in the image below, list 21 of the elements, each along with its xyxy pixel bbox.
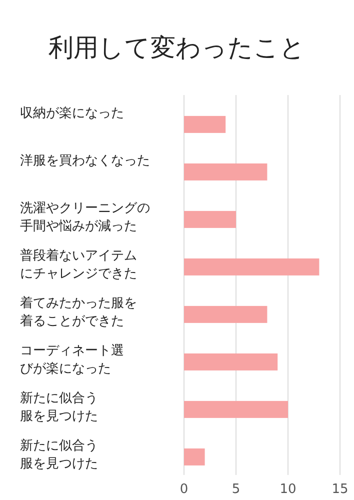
y-tick-label: 新たに似合う服を見つけた <box>20 391 98 424</box>
y-tick-label: 着てみたかった服を着ることができた <box>20 295 137 329</box>
y-tick-label: コーディネート選びが楽になった <box>20 344 124 376</box>
bar <box>184 400 288 418</box>
y-tick-label: 洋服を買わなくなった <box>20 154 150 168</box>
y-tick-label: 普段着ないアイテムにチャレンジできた <box>20 248 137 282</box>
x-tick-label: 15 <box>332 482 348 497</box>
bar <box>184 306 268 323</box>
x-tick-label: 10 <box>280 482 296 497</box>
x-tick-label: 0 <box>180 482 188 497</box>
bar <box>184 353 278 370</box>
chart-title: 利用して変わったこと <box>48 33 306 62</box>
bar <box>184 116 226 133</box>
y-tick-label: 洗濯やクリーニングの手間や悩みが減った <box>20 201 150 234</box>
x-tick-label: 5 <box>232 482 240 497</box>
bar <box>184 210 236 228</box>
bar <box>184 163 268 180</box>
bar <box>184 448 205 466</box>
y-tick-label: 収納が楽になった <box>20 106 124 121</box>
bar <box>184 258 320 276</box>
y-tick-label: 新たに似合う服を見つけた <box>20 438 98 472</box>
